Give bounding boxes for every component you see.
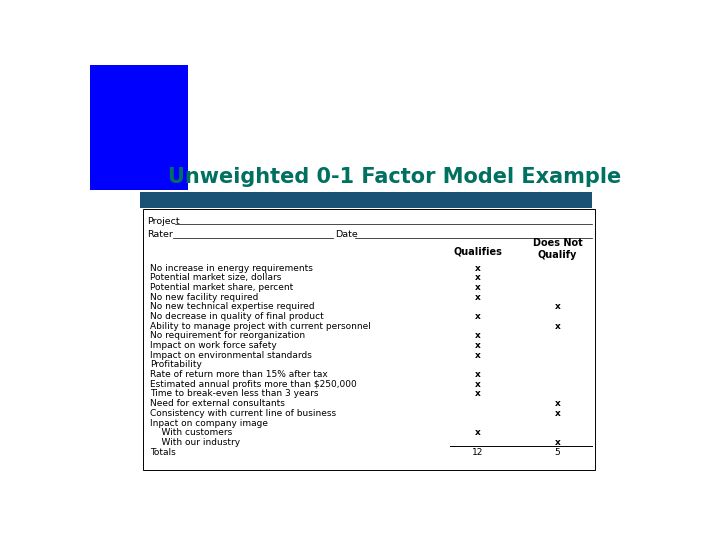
Text: Need for external consultants: Need for external consultants [150,399,284,408]
Text: Rate of return more than 15% after tax: Rate of return more than 15% after tax [150,370,328,379]
Text: x: x [475,293,481,302]
Text: Totals: Totals [150,448,176,456]
Text: x: x [475,312,481,321]
Text: No increase in energy requirements: No increase in energy requirements [150,264,312,273]
Text: Date: Date [336,231,359,239]
Text: x: x [475,341,481,350]
Text: x: x [475,283,481,292]
Text: Qualifies: Qualifies [454,246,503,256]
Text: 12: 12 [472,448,484,456]
Text: Consistency with current line of business: Consistency with current line of busines… [150,409,336,418]
FancyBboxPatch shape [140,192,593,208]
Text: x: x [475,389,481,399]
Text: Ability to manage project with current personnel: Ability to manage project with current p… [150,322,371,330]
Text: x: x [554,322,560,330]
Text: Rater: Rater [148,231,174,239]
Text: With customers: With customers [150,428,232,437]
Text: Potential market share, percent: Potential market share, percent [150,283,293,292]
Text: x: x [475,370,481,379]
Text: Time to break-even less than 3 years: Time to break-even less than 3 years [150,389,318,399]
Text: Impact on work force safety: Impact on work force safety [150,341,276,350]
Text: No new facility required: No new facility required [150,293,258,302]
Text: x: x [554,438,560,447]
Text: x: x [554,409,560,418]
Text: x: x [475,273,481,282]
Text: Does Not
Qualify: Does Not Qualify [533,238,582,260]
FancyBboxPatch shape [143,210,595,470]
Text: No new technical expertise required: No new technical expertise required [150,302,315,312]
Text: Estimated annual profits more than $250,000: Estimated annual profits more than $250,… [150,380,356,389]
Text: x: x [475,428,481,437]
Text: Project: Project [148,217,180,226]
Text: x: x [554,399,560,408]
Text: x: x [475,264,481,273]
Text: Unweighted 0-1 Factor Model Example: Unweighted 0-1 Factor Model Example [168,167,621,187]
FancyBboxPatch shape [90,65,188,190]
Text: No decrease in quality of final product: No decrease in quality of final product [150,312,323,321]
Text: x: x [554,302,560,312]
Text: 5: 5 [554,448,560,456]
Text: With our industry: With our industry [150,438,240,447]
Text: x: x [475,332,481,340]
Text: Impact on environmental standards: Impact on environmental standards [150,351,312,360]
Text: x: x [475,380,481,389]
Text: x: x [475,351,481,360]
Text: Potential market size, dollars: Potential market size, dollars [150,273,281,282]
Text: Inpact on company image: Inpact on company image [150,418,268,428]
Text: Profitability: Profitability [150,360,202,369]
Text: No requirement for reorganization: No requirement for reorganization [150,332,305,340]
